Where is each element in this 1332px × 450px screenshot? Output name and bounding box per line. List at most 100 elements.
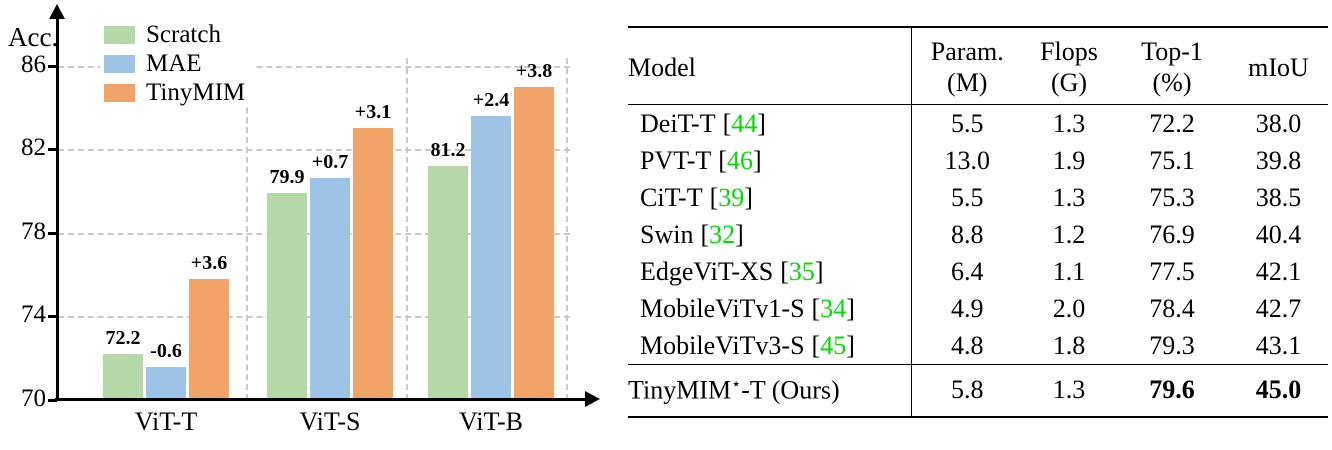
chart-legend: Scratch MAE TinyMIM [100,20,254,107]
y-axis-title: Acc. [8,22,59,52]
table-row: Swin [32] 8.8 1.2 76.9 40.4 [628,216,1328,253]
star-superscript: ⋆ [731,376,742,393]
table-row: PVT-T [46] 13.0 1.9 75.1 39.8 [628,142,1328,179]
citation-number[interactable]: 34 [820,294,847,323]
flops-value: 1.9 [1052,146,1086,175]
table-row: MobileViTv1-S [34] 4.9 2.0 78.4 42.7 [628,290,1328,327]
header-model-label: Model [628,52,696,82]
model-cell: MobileViTv3-S [45] [628,327,912,365]
param-value: 5.5 [951,109,984,138]
legend-item: Scratch [104,20,245,48]
flops-value: 1.8 [1023,327,1115,365]
miou-value: 45.0 [1255,374,1302,404]
citation-number[interactable]: 46 [726,146,753,175]
gridline-v [566,58,568,400]
cite-close-bracket: ] [735,220,744,249]
header-param: Param. (M) [911,27,1023,105]
model-name: MobileViTv1-S [640,294,805,323]
header-miou-label: mIoU [1248,52,1309,82]
bar-value-label: +3.1 [354,101,392,124]
flops-value: 1.3 [1052,183,1086,212]
model-name: Swin [640,220,694,249]
flops-value: 1.3 [1052,374,1086,404]
cite-open-bracket: [ [780,257,789,286]
legend-swatch [104,54,135,73]
miou-value: 38.5 [1255,183,1302,212]
bar-tinymim-vit-t [189,278,229,400]
bar-scratch-vit-s [267,193,307,400]
gridline-h [58,149,570,152]
x-category-label: ViT-B [459,407,523,436]
miou-value: 42.1 [1255,257,1302,286]
model-name: CiT-T [640,183,703,212]
header-flops: Flops (G) [1023,27,1115,105]
flops-value: 1.3 [1052,109,1086,138]
y-axis-line [56,16,59,400]
param-value: 4.9 [951,294,984,323]
cite-close-bracket: ] [744,183,753,212]
header-miou: mIoU [1229,27,1328,105]
header-top1-line1: Top-1 [1141,37,1203,66]
accuracy-bar-chart: Acc. 70 74 78 82 86 72.2 -0.6 +3.6 ViT-T 79.9 +0.7… [0,0,625,450]
citation-number[interactable]: 45 [820,331,847,360]
top1-value: 79.6 [1149,374,1195,404]
plot-area: 70 74 78 82 86 72.2 -0.6 +3.6 ViT-T 79.9 +0.7 +3.1 V… [0,0,625,450]
table-header-row: Model Param. (M) Flops (G) Top-1 (%) mIoU [628,27,1328,105]
model-cell: MobileViTv1-S [34] [628,290,912,327]
table-row: CiT-T [39] 5.5 1.3 75.3 38.5 [628,179,1328,216]
top1-value: 75.1 [1149,146,1195,175]
y-tick-mark [48,399,57,402]
gridline-v [406,58,408,400]
bar-mae-vit-b [471,115,511,400]
cite-open-bracket: [ [709,183,719,212]
citation-number[interactable]: 39 [718,183,745,212]
header-top1: Top-1 (%) [1115,27,1229,105]
results-table: Model Param. (M) Flops (G) Top-1 (%) mIoU D… [628,26,1328,418]
citation-number[interactable]: 32 [709,220,736,249]
cite-close-bracket: ] [846,294,855,323]
bar-scratch-vit-t [103,354,143,400]
model-cell: DeiT-T [44] [628,104,912,142]
gridline-h [58,65,570,68]
model-name: EdgeViT-XS [640,257,774,286]
param-value: 6.4 [951,257,984,286]
y-tick-mark [48,231,57,235]
flops-value: 1.2 [1052,220,1086,249]
citation-number[interactable]: 35 [788,257,815,286]
cite-close-bracket: ] [814,257,824,286]
param-value: 4.8 [911,327,1023,365]
legend-label: Scratch [146,20,221,48]
miou-value: 38.0 [1255,109,1302,138]
y-tick-mark [48,64,57,68]
x-category-label: ViT-T [134,407,198,436]
cite-close-bracket: ] [752,146,762,175]
bar-tinymim-vit-b [514,86,554,400]
y-tick-mark [48,315,57,319]
param-value: 8.8 [951,220,984,249]
gridline-v [246,58,248,400]
legend-label: TinyMIM [146,78,246,106]
miou-value: 43.1 [1229,327,1328,365]
bar-value-label: +3.6 [190,251,228,274]
model-name: MobileViTv3-S [640,331,805,360]
legend-item: MAE [104,50,245,77]
model-cell: Swin [32] [628,216,912,253]
header-flops-line2: (G) [1050,68,1088,97]
param-value: 5.8 [951,374,984,404]
bar-mae-vit-s [310,178,350,400]
cite-open-bracket: [ [722,109,732,138]
param-value: 13.0 [944,146,991,175]
model-name-suffix: -T (Ours) [741,375,840,405]
table-row: MobileViTv3-S [45] 4.8 1.8 79.3 43.1 [628,327,1328,365]
legend-swatch [104,25,135,44]
top1-value: 77.5 [1149,257,1195,286]
table-row-ours: TinyMIM⋆-T (Ours) 5.8 1.3 79.6 45.0 [628,364,1328,417]
legend-item: TinyMIM [104,78,246,106]
legend-swatch [104,83,135,102]
model-name: DeiT-T [640,109,716,138]
table-row: EdgeViT-XS [35] 6.4 1.1 77.5 42.1 [628,253,1328,290]
y-tick-mark [48,148,57,152]
header-model: Model [628,27,912,105]
citation-number[interactable]: 44 [731,109,758,138]
